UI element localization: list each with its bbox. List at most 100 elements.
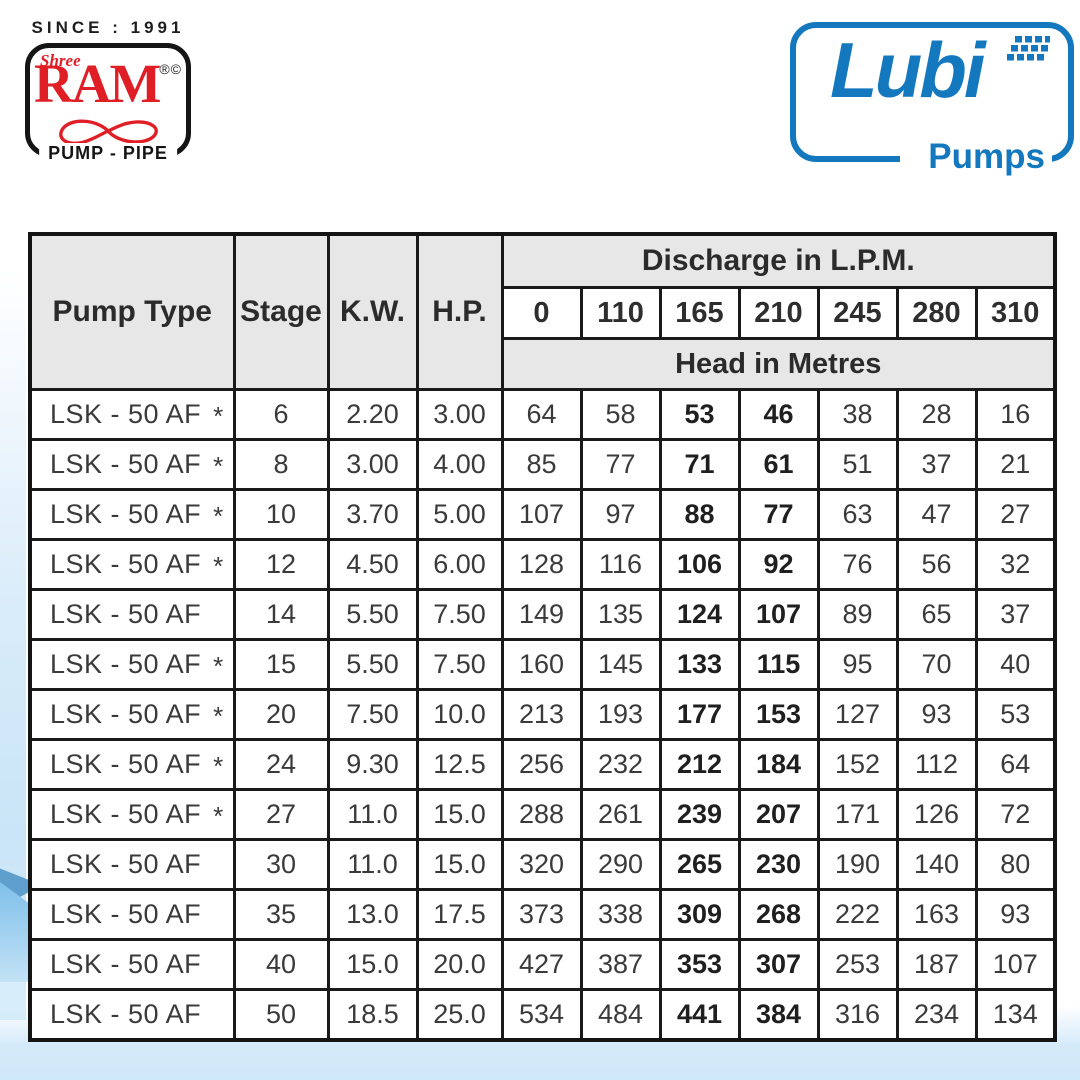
head-value-cell: 40 — [974, 638, 1057, 691]
head-value-cell: 193 — [579, 688, 662, 741]
discharge-value-header: 0 — [500, 286, 583, 340]
head-value-cell: 38 — [816, 388, 899, 441]
head-value-cell: 28 — [895, 388, 978, 441]
hp-cell: 12.5 — [415, 738, 504, 791]
head-value-cell: 63 — [816, 488, 899, 541]
kw-cell: 11.0 — [326, 838, 419, 891]
head-value-cell: 213 — [500, 688, 583, 741]
head-value-cell: 316 — [816, 988, 899, 1042]
kw-cell: 4.50 — [326, 538, 419, 591]
asterisk-mark: * — [213, 751, 224, 781]
asterisk-mark: * — [213, 701, 224, 731]
head-value-cell: 124 — [658, 588, 741, 641]
head-value-cell: 80 — [974, 838, 1057, 891]
shree-text: Shree — [40, 51, 81, 70]
head-value-cell: 441 — [658, 988, 741, 1042]
discharge-values-row: 0 110 165 210 245 280 310 — [30, 286, 1057, 340]
head-value-cell: 353 — [658, 938, 741, 991]
stage-cell: 40 — [232, 938, 330, 991]
discharge-value-header: 165 — [658, 286, 741, 340]
head-value-cell: 338 — [579, 888, 662, 941]
ram-name-text: RAM — [34, 53, 161, 114]
pump-type-cell: LSK - 50 AF * — [28, 488, 236, 541]
head-value-cell: 77 — [737, 488, 820, 541]
table-row: LSK - 50 AF * 10 3.70 5.00 107 97 88 77 63 47 27 — [28, 488, 1057, 541]
head-value-cell: 37 — [974, 588, 1057, 641]
head-value-cell: 230 — [737, 838, 820, 891]
table-body: LSK - 50 AF * 6 2.20 3.00 64 58 53 46 38 28 16 LSK -… — [28, 388, 1057, 1042]
asterisk-mark: * — [213, 401, 224, 431]
head-value-cell: 234 — [895, 988, 978, 1042]
stage-cell: 12 — [232, 538, 330, 591]
head-value-cell: 76 — [816, 538, 899, 591]
stage-cell: 8 — [232, 438, 330, 491]
head-value-cell: 88 — [658, 488, 741, 541]
stage-cell: 24 — [232, 738, 330, 791]
head-value-cell: 253 — [816, 938, 899, 991]
head-value-cell: 152 — [816, 738, 899, 791]
table-row: LSK - 50 AF * 15 5.50 7.50 160 145 133 115 95 70 40 — [28, 638, 1057, 691]
head-value-cell: 107 — [974, 938, 1057, 991]
head-value-cell: 232 — [579, 738, 662, 791]
head-value-cell: 153 — [737, 688, 820, 741]
head-value-cell: 72 — [974, 788, 1057, 841]
head-in-metres-header: Head in Metres — [500, 337, 1057, 391]
head-value-cell: 16 — [974, 388, 1057, 441]
hp-cell: 10.0 — [415, 688, 504, 741]
asterisk-mark: * — [213, 451, 224, 481]
head-value-cell: 373 — [500, 888, 583, 941]
table-row: LSK - 50 AF * 12 4.50 6.00 128 116 106 92 76 56 32 — [28, 538, 1057, 591]
head-value-cell: 320 — [500, 838, 583, 891]
head-value-cell: 56 — [895, 538, 978, 591]
kw-cell: 5.50 — [326, 638, 419, 691]
asterisk-mark: * — [213, 651, 224, 681]
ram-swirl-flourish-icon — [59, 119, 158, 146]
col-header-hp: H.P. — [415, 232, 504, 391]
since-1991-text: SINCE : 1991 — [31, 18, 185, 37]
hp-cell: 4.00 — [415, 438, 504, 491]
lubi-logo-box: Lubi Pumps — [790, 22, 1074, 174]
kw-cell: 5.50 — [326, 588, 419, 641]
table-row: LSK - 50 AF * 20 7.50 10.0 213 193 177 153 127 93 5… — [28, 688, 1057, 741]
table-row: LSK - 50 AF 30 11.0 15.0 320 290 265 230 190 140 8… — [28, 838, 1057, 891]
pump-type-cell: LSK - 50 AF — [28, 888, 236, 941]
head-value-cell: 85 — [500, 438, 583, 491]
head-value-cell: 65 — [895, 588, 978, 641]
head-value-cell: 93 — [895, 688, 978, 741]
ram-wordmark: RAM®© — [30, 56, 186, 111]
pump-type-cell: LSK - 50 AF * — [28, 388, 236, 441]
head-value-cell: 160 — [500, 638, 583, 691]
pump-type-cell: LSK - 50 AF — [28, 588, 236, 641]
head-value-cell: 133 — [658, 638, 741, 691]
head-value-cell: 112 — [895, 738, 978, 791]
head-value-cell: 239 — [658, 788, 741, 841]
head-value-cell: 106 — [658, 538, 741, 591]
head-value-cell: 37 — [895, 438, 978, 491]
asterisk-mark: * — [213, 501, 224, 531]
lubi-grid-icon — [1007, 36, 1050, 61]
table-row: LSK - 50 AF 40 15.0 20.0 427 387 353 307 253 187 1… — [28, 938, 1057, 991]
head-value-cell: 171 — [816, 788, 899, 841]
hp-cell: 5.00 — [415, 488, 504, 541]
head-value-cell: 77 — [579, 438, 662, 491]
head-value-cell: 51 — [816, 438, 899, 491]
hp-cell: 3.00 — [415, 388, 504, 441]
head-value-cell: 207 — [737, 788, 820, 841]
stage-cell: 10 — [232, 488, 330, 541]
head-value-cell: 95 — [816, 638, 899, 691]
pump-type-cell: LSK - 50 AF * — [28, 438, 236, 491]
lubi-pumps-text: Pumps — [921, 139, 1052, 174]
head-value-cell: 116 — [579, 538, 662, 591]
head-value-cell: 135 — [579, 588, 662, 641]
stage-cell: 27 — [232, 788, 330, 841]
kw-cell: 18.5 — [326, 988, 419, 1042]
head-value-cell: 21 — [974, 438, 1057, 491]
head-value-cell: 32 — [974, 538, 1057, 591]
stage-cell: 6 — [232, 388, 330, 441]
stage-cell: 20 — [232, 688, 330, 741]
head-value-cell: 256 — [500, 738, 583, 791]
stage-cell: 35 — [232, 888, 330, 941]
table-row: LSK - 50 AF 50 18.5 25.0 534 484 441 384 316 234 1… — [28, 988, 1057, 1042]
head-value-cell: 149 — [500, 588, 583, 641]
